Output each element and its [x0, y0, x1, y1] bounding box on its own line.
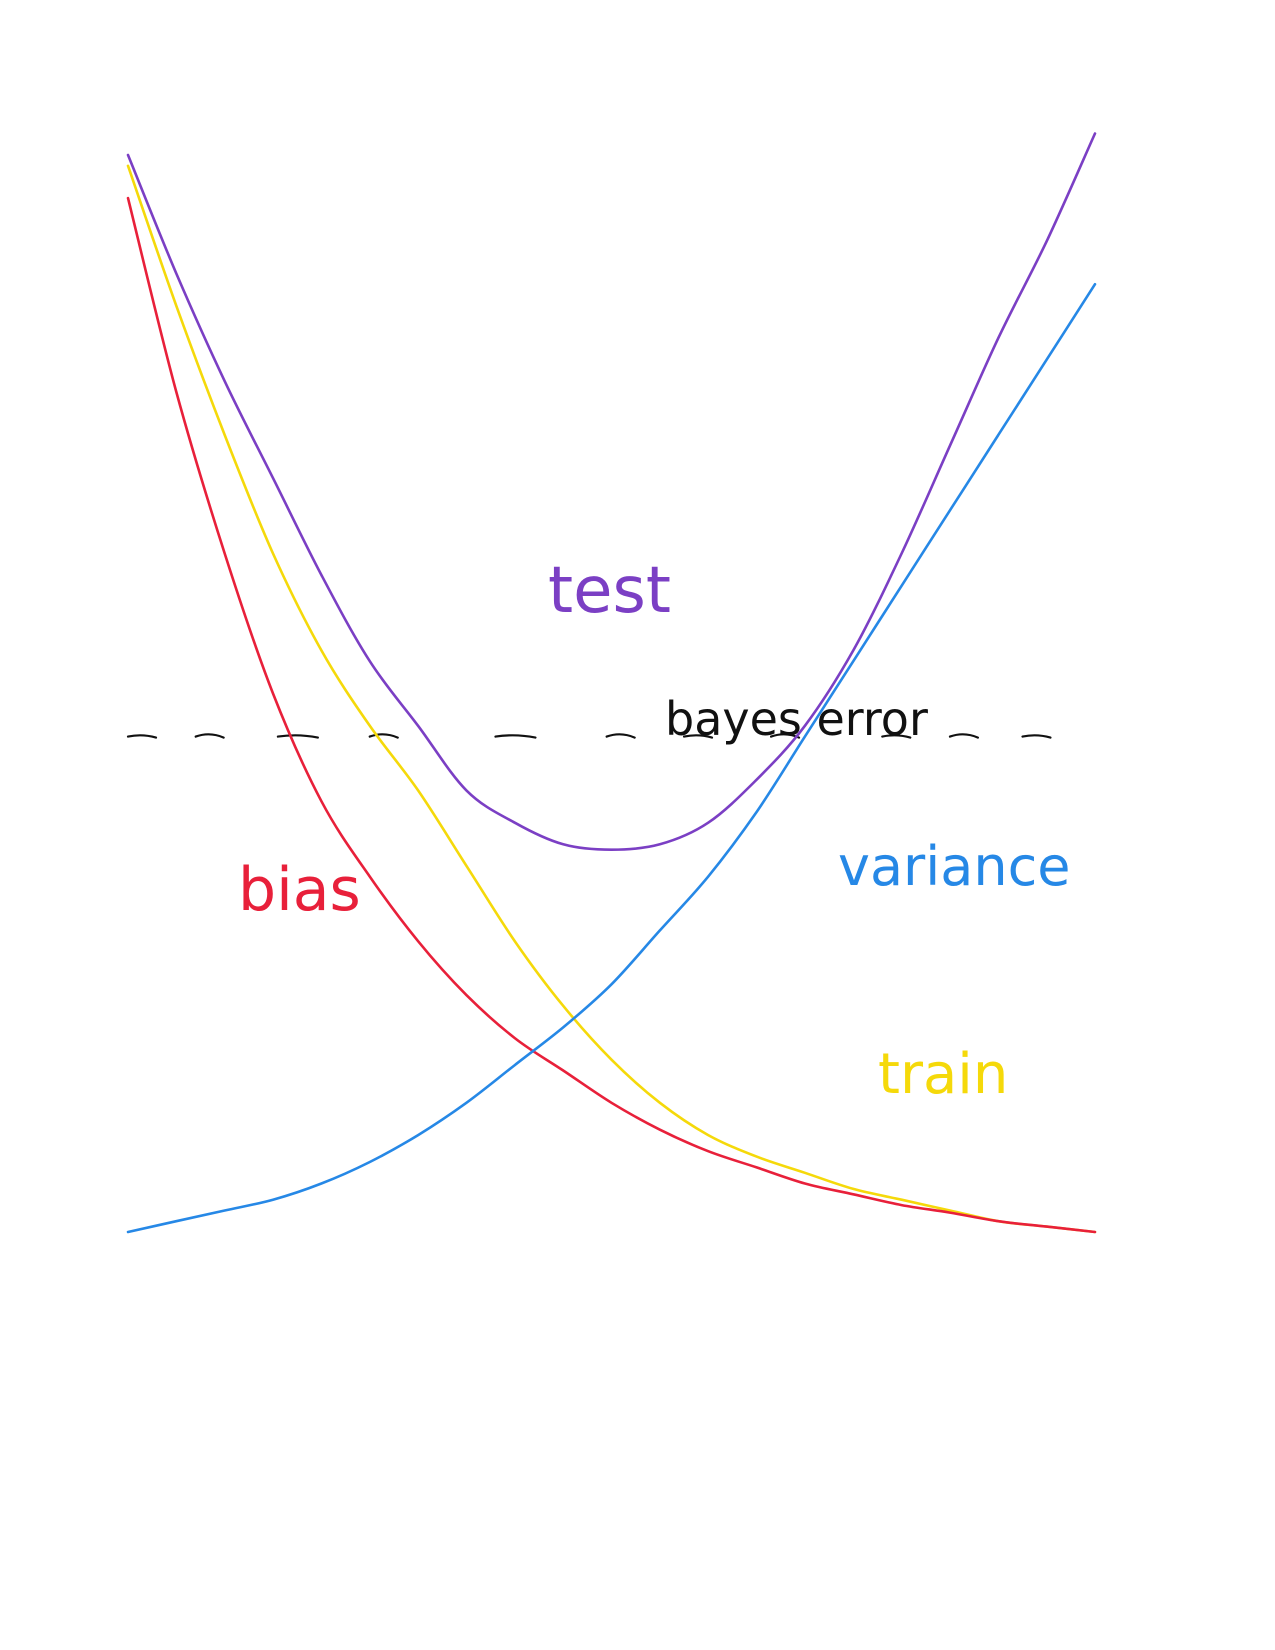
curve-test: [126, 132, 1097, 851]
bayes-error-line: [126, 733, 1052, 739]
bayes-error-dash: [368, 733, 399, 739]
curve-variance: [126, 282, 1097, 1234]
curves: [126, 132, 1097, 1234]
label-train: train: [878, 1042, 1008, 1107]
curve-labels: test bayes error bias variance train: [238, 554, 1070, 1107]
bayes-error-dash: [881, 734, 912, 739]
bayes-error-dash: [948, 733, 980, 739]
bayes-error-dash: [276, 734, 319, 739]
bayes-error-dash: [494, 734, 537, 739]
bayes-error-dash: [605, 733, 636, 739]
bayes-error-dash: [194, 733, 225, 739]
bayes-error-dash: [126, 734, 158, 739]
label-variance: variance: [838, 835, 1070, 898]
label-bayes-error: bayes error: [665, 692, 928, 746]
label-test: test: [548, 554, 671, 628]
curve-train: [126, 164, 1097, 1234]
bayes-error-dash: [1021, 734, 1052, 739]
bayes-error-dash: [682, 734, 714, 739]
curve-bias: [126, 196, 1097, 1234]
label-bias: bias: [238, 855, 361, 925]
